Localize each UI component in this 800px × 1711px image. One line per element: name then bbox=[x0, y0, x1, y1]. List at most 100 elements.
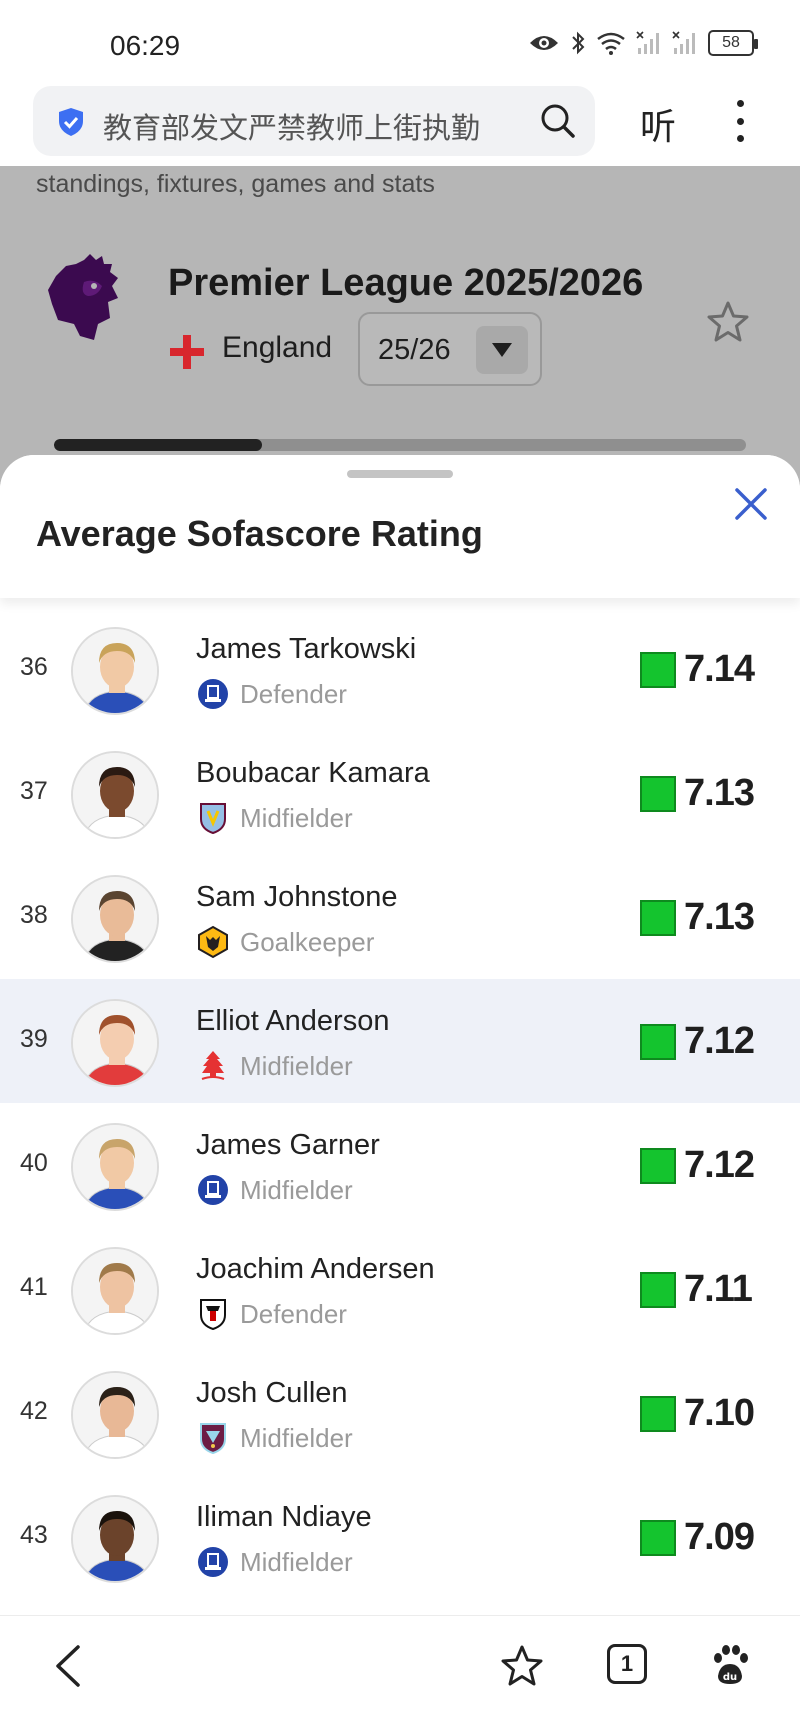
player-name: Iliman Ndiaye bbox=[196, 1501, 372, 1533]
player-row[interactable]: 43 Iliman Ndiaye Midfielder 7.09 bbox=[0, 1475, 800, 1599]
player-row[interactable]: 42 Josh Cullen Midfielder 7.10 bbox=[0, 1351, 800, 1475]
player-avatar bbox=[71, 1495, 159, 1583]
sheet-header: Average Sofascore Rating bbox=[0, 455, 800, 598]
player-name: James Garner bbox=[196, 1129, 380, 1161]
england-flag-icon bbox=[170, 335, 204, 369]
background-page: standings, fixtures, games and stats Pre… bbox=[0, 166, 800, 486]
page-subtitle: standings, fixtures, games and stats bbox=[36, 170, 435, 198]
player-rank: 37 bbox=[20, 777, 48, 805]
player-rank: 43 bbox=[20, 1521, 48, 1549]
scroll-progress-fill bbox=[54, 439, 262, 451]
player-avatar bbox=[71, 627, 159, 715]
more-icon[interactable] bbox=[730, 100, 750, 142]
player-position: Midfielder bbox=[240, 1423, 353, 1453]
scroll-progress-bar bbox=[54, 439, 746, 451]
player-avatar bbox=[71, 875, 159, 963]
rating-bottom-sheet: Average Sofascore Rating 36 James Tarkows… bbox=[0, 455, 800, 1615]
browser-toolbar: 教育部发文严禁教师上街执勤 听 bbox=[0, 80, 800, 166]
player-rank: 40 bbox=[20, 1149, 48, 1177]
player-avatar bbox=[71, 999, 159, 1087]
status-bar: 06:29 58 bbox=[0, 0, 800, 80]
drag-handle[interactable] bbox=[347, 470, 453, 478]
svg-text:du: du bbox=[723, 1672, 737, 1683]
favorite-star-icon[interactable] bbox=[706, 300, 750, 344]
baidu-paw-icon[interactable]: du bbox=[710, 1644, 750, 1686]
player-name: James Tarkowski bbox=[196, 633, 417, 665]
battery-icon: 58 bbox=[708, 30, 758, 56]
wifi-icon bbox=[597, 32, 625, 55]
player-avatar bbox=[71, 1247, 159, 1335]
player-row[interactable]: 36 James Tarkowski Defender 7.14 bbox=[0, 607, 800, 731]
player-rating: 7.12 bbox=[684, 1144, 755, 1186]
player-rating: 7.13 bbox=[684, 772, 755, 814]
wolves-crest-icon bbox=[196, 925, 230, 959]
sheet-title: Average Sofascore Rating bbox=[36, 513, 483, 554]
season-select[interactable]: 25/26 bbox=[358, 312, 542, 386]
player-position: Midfielder bbox=[240, 803, 353, 833]
rating-color-box bbox=[640, 1520, 676, 1556]
player-position: Midfielder bbox=[240, 1051, 353, 1081]
player-rank: 39 bbox=[20, 1025, 48, 1053]
status-time: 06:29 bbox=[110, 30, 181, 61]
tabs-icon[interactable]: 1 bbox=[607, 1644, 647, 1684]
listen-button[interactable]: 听 bbox=[640, 107, 677, 148]
player-name: Joachim Andersen bbox=[196, 1253, 435, 1285]
address-text[interactable]: 教育部发文严禁教师上街执勤 bbox=[103, 113, 481, 145]
aston-villa-crest-icon bbox=[196, 801, 230, 835]
player-rating: 7.11 bbox=[684, 1268, 753, 1310]
back-icon[interactable] bbox=[52, 1644, 84, 1688]
fulham-crest-icon bbox=[196, 1297, 230, 1331]
player-rating: 7.10 bbox=[684, 1392, 755, 1434]
league-title: Premier League 2025/2026 bbox=[168, 262, 644, 304]
battery-level: 58 bbox=[722, 34, 740, 51]
player-rating: 7.12 bbox=[684, 1020, 755, 1062]
shield-icon bbox=[59, 108, 83, 136]
player-row[interactable]: 38 Sam Johnstone Goalkeeper 7.13 bbox=[0, 855, 800, 979]
player-name: Boubacar Kamara bbox=[196, 757, 430, 789]
player-rating: 7.09 bbox=[684, 1516, 755, 1558]
rating-color-box bbox=[640, 776, 676, 812]
tab-count: 1 bbox=[620, 1651, 634, 1676]
signal-icon bbox=[672, 31, 695, 54]
player-list: 36 James Tarkowski Defender 7.14 37 Boubacar … bbox=[0, 607, 800, 1599]
player-rank: 38 bbox=[20, 901, 48, 929]
player-row[interactable]: 39 Elliot Anderson Midfielder 7.12 bbox=[0, 979, 800, 1103]
player-rating: 7.14 bbox=[684, 648, 755, 690]
status-icons: 58 bbox=[528, 30, 758, 56]
rating-color-box bbox=[640, 1024, 676, 1060]
player-rank: 36 bbox=[20, 653, 48, 681]
eye-icon bbox=[530, 36, 558, 50]
player-avatar bbox=[71, 1123, 159, 1211]
close-icon[interactable] bbox=[734, 487, 768, 521]
bluetooth-icon bbox=[572, 31, 585, 55]
player-rank: 42 bbox=[20, 1397, 48, 1425]
country-label: England bbox=[222, 331, 333, 364]
bookmark-star-icon[interactable] bbox=[500, 1644, 544, 1688]
player-row[interactable]: 40 James Garner Midfielder 7.12 bbox=[0, 1103, 800, 1227]
rating-color-box bbox=[640, 900, 676, 936]
season-value: 25/26 bbox=[378, 334, 451, 366]
address-bar[interactable]: 教育部发文严禁教师上街执勤 bbox=[33, 86, 595, 156]
bottom-navigation: 1 du bbox=[0, 1615, 800, 1711]
premier-league-logo bbox=[48, 254, 118, 340]
player-position: Defender bbox=[240, 1299, 347, 1329]
player-name: Sam Johnstone bbox=[196, 881, 398, 913]
search-icon[interactable] bbox=[539, 102, 577, 140]
rating-color-box bbox=[640, 1272, 676, 1308]
rating-color-box bbox=[640, 1148, 676, 1184]
everton-crest-icon bbox=[196, 1173, 230, 1207]
everton-crest-icon bbox=[196, 677, 230, 711]
player-row[interactable]: 41 Joachim Andersen Defender 7.11 bbox=[0, 1227, 800, 1351]
player-name: Josh Cullen bbox=[196, 1377, 348, 1409]
signal-icon bbox=[636, 31, 659, 54]
rating-color-box bbox=[640, 652, 676, 688]
player-position: Midfielder bbox=[240, 1547, 353, 1577]
rating-color-box bbox=[640, 1396, 676, 1432]
player-avatar bbox=[71, 751, 159, 839]
everton-crest-icon bbox=[196, 1545, 230, 1579]
player-rating: 7.13 bbox=[684, 896, 755, 938]
player-position: Midfielder bbox=[240, 1175, 353, 1205]
player-position: Defender bbox=[240, 679, 347, 709]
player-rank: 41 bbox=[20, 1273, 48, 1301]
player-row[interactable]: 37 Boubacar Kamara Midfielder 7.13 bbox=[0, 731, 800, 855]
